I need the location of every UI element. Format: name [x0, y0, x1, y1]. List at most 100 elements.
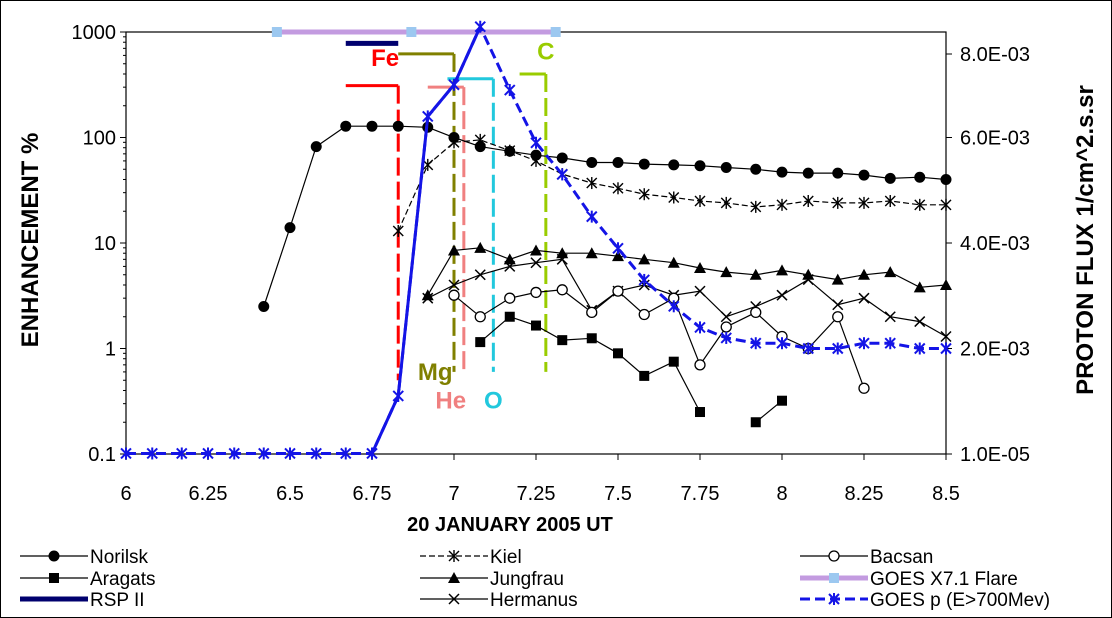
- legend-item-hermanus: Hermanus: [420, 590, 578, 611]
- annotation-mg: Mg: [398, 52, 456, 386]
- data-point: [474, 133, 486, 146]
- x-tick-label: 6.5: [276, 483, 304, 505]
- annotation-label: O: [484, 388, 503, 415]
- data-point: [832, 342, 844, 355]
- data-point: [475, 337, 486, 348]
- data-point: [802, 195, 814, 208]
- data-point: [586, 306, 598, 319]
- data-point: [284, 447, 296, 460]
- data-point: [940, 173, 952, 185]
- data-point: [776, 264, 788, 276]
- series-line: [427, 247, 947, 296]
- data-point: [556, 253, 568, 265]
- data-point: [720, 196, 732, 209]
- data-point: [914, 342, 926, 355]
- data-point: [392, 224, 404, 237]
- data-point: [858, 268, 870, 280]
- data-point: [694, 359, 706, 371]
- legend-label: GOES p (E>700Mev): [870, 590, 1050, 611]
- data-point: [504, 292, 516, 304]
- data-point: [258, 301, 270, 313]
- data-point: [612, 242, 624, 255]
- data-point: [448, 244, 460, 256]
- data-point: [612, 156, 624, 168]
- data-point: [585, 247, 598, 259]
- data-point: [448, 78, 460, 91]
- data-point: [612, 182, 624, 195]
- data-point: [858, 169, 870, 181]
- data-point: [776, 337, 788, 350]
- data-point: [750, 417, 761, 428]
- data-point: [750, 306, 762, 319]
- y2-tick-label: 1.0E-05: [960, 444, 1030, 466]
- x-tick-label: 7.25: [517, 483, 556, 505]
- data-point: [749, 268, 762, 280]
- data-point: [694, 261, 706, 273]
- y-tick-label: 0.1: [88, 444, 116, 466]
- x-tick-label: 6.25: [189, 483, 228, 505]
- legend-item-goes-p-e-700mev: GOES p (E>700Mev): [800, 590, 1050, 611]
- data-point: [586, 333, 597, 344]
- x-tick-label: 8: [776, 483, 787, 505]
- data-point: [638, 188, 650, 201]
- annotation-label: He: [435, 388, 466, 415]
- data-point: [858, 196, 870, 209]
- data-point: [421, 289, 434, 301]
- data-point: [557, 335, 568, 346]
- data-point: [586, 156, 598, 168]
- data-point: [612, 250, 624, 262]
- y-tick-label: 1: [105, 339, 116, 361]
- series-aragats: [475, 311, 787, 428]
- data-point: [802, 342, 814, 355]
- y2-axis-title: PROTON FLUX 1/cm^2.s.sr: [1072, 85, 1099, 395]
- data-point: [422, 292, 434, 304]
- legend-label: RSP II: [90, 590, 145, 611]
- data-point: [366, 120, 378, 132]
- data-point: [120, 447, 132, 460]
- data-point: [474, 311, 486, 323]
- legend-item-aragats: Aragats: [20, 569, 155, 590]
- x-tick-label: 8.25: [845, 483, 884, 505]
- data-point: [504, 84, 516, 97]
- data-point: [776, 289, 788, 301]
- x-tick-label: 7.5: [604, 483, 632, 505]
- data-point: [530, 286, 542, 299]
- data-point: [474, 269, 486, 281]
- data-point: [556, 152, 568, 164]
- data-point: [531, 320, 541, 331]
- data-point: [831, 273, 844, 285]
- data-point: [802, 167, 814, 179]
- data-point: [828, 593, 840, 605]
- data-point: [504, 311, 515, 322]
- data-point: [271, 27, 282, 37]
- x-tick-label: 6.75: [353, 483, 392, 505]
- x-axis-title: 20 JANUARY 2005 UT: [407, 514, 613, 536]
- data-point: [720, 331, 732, 344]
- data-point: [550, 27, 561, 37]
- data-point: [668, 159, 680, 171]
- data-point: [668, 300, 680, 313]
- data-point: [392, 120, 404, 132]
- y2-tick-label: 4.0E-03: [960, 233, 1030, 255]
- data-point: [667, 256, 680, 268]
- data-point: [448, 593, 460, 605]
- series-line: [453, 289, 865, 389]
- data-point: [940, 342, 952, 355]
- legend-label: Jungfrau: [490, 569, 564, 590]
- data-point: [694, 195, 706, 208]
- data-point: [504, 144, 516, 157]
- data-point: [914, 171, 926, 183]
- data-point: [940, 330, 952, 343]
- data-point: [832, 167, 844, 179]
- y-tick-label: 100: [83, 128, 116, 150]
- data-point: [858, 382, 870, 394]
- x-tick-label: 7.75: [681, 483, 720, 505]
- legend-item-norilsk: Norilsk: [20, 547, 149, 568]
- x-tick-label: 8.5: [932, 483, 960, 505]
- data-point: [586, 177, 598, 190]
- data-point: [914, 198, 926, 211]
- data-point: [694, 160, 706, 172]
